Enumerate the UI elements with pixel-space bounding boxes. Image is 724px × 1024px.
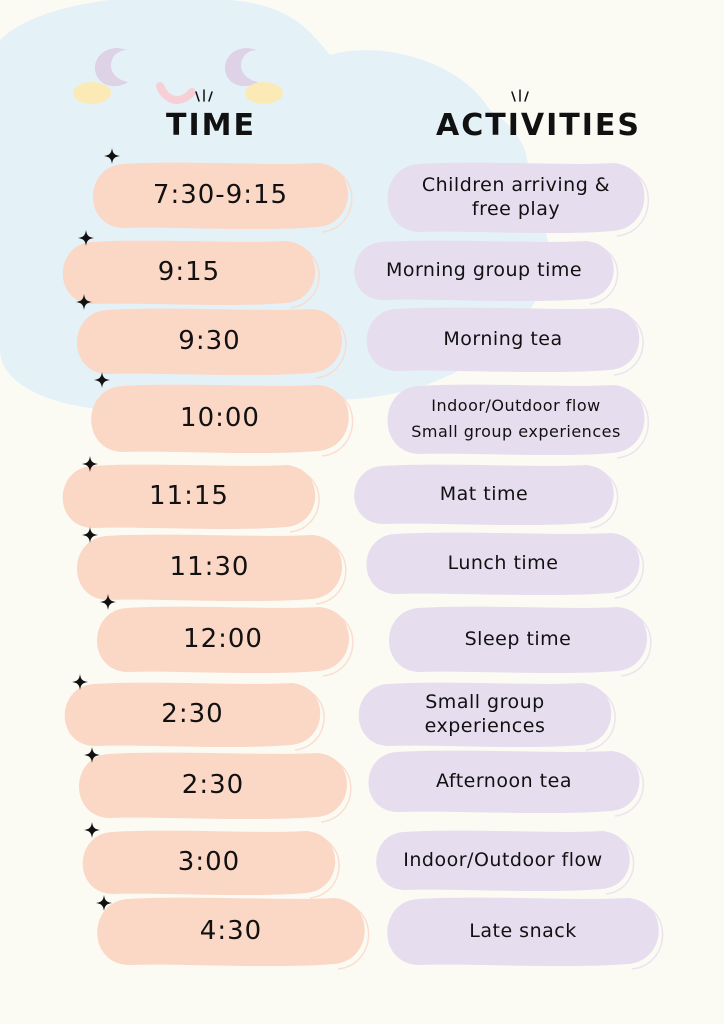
activity-label: Lunch time [447,552,559,574]
activity-label: Indoor/Outdoor flow [403,849,603,871]
activity-slot: Children arriving & free play [382,160,650,237]
time-label: 12:00 [183,624,263,654]
sparkle-icon [84,747,100,767]
time-slot: 2:30 [60,680,325,751]
time-slot: 2:30 [74,750,352,823]
activity-slot: Lunch time [362,530,645,599]
activity-label: Sleep time [464,628,572,650]
activity-label: Afternoon tea [436,770,572,792]
time-label: 9:30 [178,326,241,356]
activity-label: Mat time [439,483,529,505]
time-label: 7:30-9:15 [152,180,289,210]
time-slot: 3:00 [78,828,340,899]
activity-slot: Late snack [382,895,664,970]
cheek-icon [73,82,111,104]
time-slot: 9:30 [72,306,347,379]
time-label: 9:15 [157,257,221,287]
sparkle-icon [82,527,98,547]
moon-icon [94,48,258,87]
time-label: 11:30 [169,552,250,582]
time-label: 2:30 [161,699,224,729]
activity-slot: Sleep time [384,604,652,677]
activity-label: Indoor/Outdoor flow Small group experienc… [411,396,621,441]
sparkle-icon [82,456,98,476]
activity-slot: Morning tea [362,305,644,376]
activity-slot: Mat time [350,462,619,529]
sparkle-lines-icon [195,89,529,102]
time-label: 2:30 [181,770,245,800]
time-label: 4:30 [199,916,263,946]
activity-label: Children arriving & free play [421,174,611,220]
time-slot: 10:00 [86,382,354,457]
activity-label: Small group experiences [424,691,546,737]
sparkle-icon [76,294,92,314]
time-slot: 9:15 [58,238,320,309]
activity-slot: Indoor/Outdoor flow [372,828,635,895]
time-slot: 12:00 [92,604,354,677]
sparkle-icon [94,372,110,392]
sparkle-icon [84,822,100,842]
sparkle-icon [104,148,120,168]
activity-slot: Morning group time [350,238,619,305]
sparkle-icon [72,674,88,694]
activity-label: Morning tea [443,328,563,350]
time-label: 10:00 [180,403,260,433]
activity-slot: Afternoon tea [364,748,645,817]
time-heading: TIME [166,108,256,143]
activity-label: Late snack [469,920,577,942]
activities-heading: ACTIVITIES [436,108,641,143]
activity-slot: Indoor/Outdoor flow Small group experienc… [382,382,650,459]
activity-slot: Small group experiences [354,680,616,751]
sparkle-icon [96,895,112,915]
time-slot: 4:30 [92,895,370,970]
time-label: 11:15 [149,481,229,511]
cheek-icon [245,82,283,104]
sparkle-icon [100,594,116,614]
time-slot: 11:30 [72,532,347,605]
sparkle-icon [78,230,94,250]
time-label: 3:00 [177,847,241,877]
time-slot: 11:15 [58,462,320,533]
mouth-icon [156,82,196,104]
activity-label: Morning group time [385,259,583,281]
time-slot: 7:30-9:15 [88,160,353,233]
